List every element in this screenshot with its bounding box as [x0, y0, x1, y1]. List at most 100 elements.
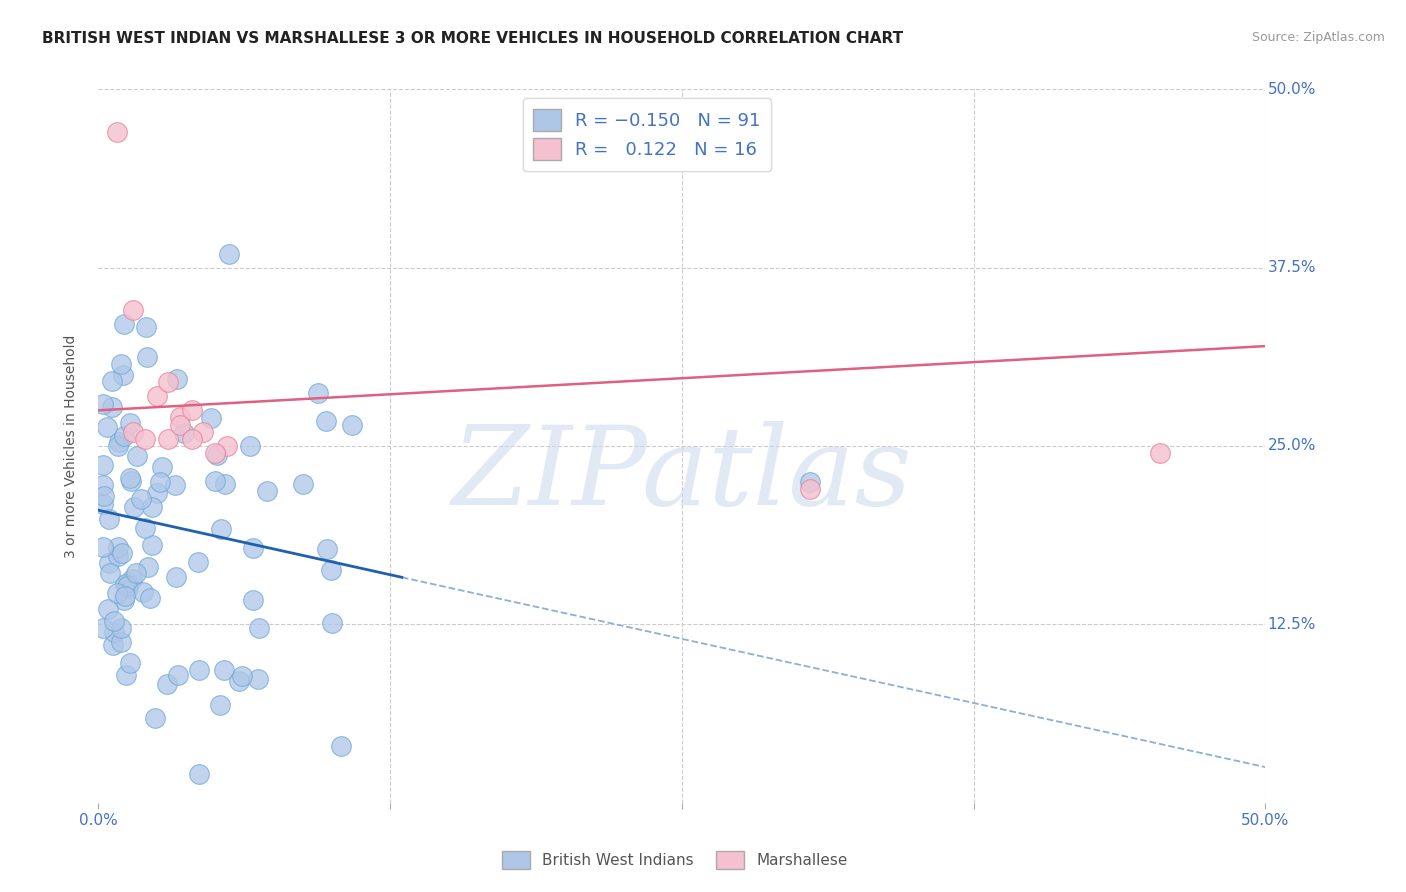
Text: ZIPatlas: ZIPatlas: [451, 421, 912, 528]
Point: [91, 458, 114, 472]
Point: [247, 621, 270, 635]
Point: [173, 425, 195, 440]
Point: [145, 485, 167, 500]
Point: [91, 497, 114, 511]
Point: [93, 489, 115, 503]
Point: [215, 439, 238, 453]
Point: [1149, 446, 1171, 460]
Point: [125, 566, 148, 580]
Point: [111, 546, 134, 560]
Point: [143, 711, 166, 725]
Point: [209, 522, 232, 536]
Point: [100, 401, 122, 415]
Point: [291, 476, 314, 491]
Point: [169, 410, 191, 425]
Point: [107, 549, 129, 563]
Point: [91, 397, 114, 411]
Point: [163, 477, 186, 491]
Point: [110, 621, 132, 635]
Point: [122, 425, 145, 439]
Point: [228, 674, 250, 689]
Point: [114, 577, 136, 591]
Point: [319, 563, 342, 577]
Point: [187, 556, 209, 570]
Point: [146, 389, 169, 403]
Point: [231, 668, 253, 682]
Point: [315, 414, 337, 428]
Point: [193, 425, 215, 439]
Point: [166, 372, 188, 386]
Point: [156, 676, 179, 690]
Point: [134, 521, 156, 535]
Point: [110, 634, 132, 648]
Point: [98, 566, 121, 580]
Point: [134, 432, 156, 446]
Point: [117, 576, 139, 591]
Point: [91, 621, 114, 635]
Point: [121, 572, 143, 586]
Point: [330, 739, 353, 754]
Point: [112, 429, 135, 443]
Point: [96, 419, 118, 434]
Point: [188, 767, 211, 781]
Point: [114, 668, 136, 682]
Point: [157, 375, 180, 389]
Point: [114, 589, 136, 603]
Point: [118, 416, 141, 430]
Point: [315, 541, 337, 556]
Point: [125, 449, 148, 463]
Point: [135, 351, 157, 365]
Point: [107, 439, 129, 453]
Point: [214, 477, 236, 491]
Point: [340, 418, 363, 433]
Point: [214, 663, 236, 677]
Point: [799, 482, 821, 496]
Point: [141, 538, 163, 552]
Text: 25.0%: 25.0%: [1268, 439, 1316, 453]
Point: [321, 615, 343, 630]
Point: [307, 385, 329, 400]
Point: [209, 698, 232, 712]
Point: [118, 657, 141, 671]
Point: [111, 368, 134, 382]
Point: [204, 474, 226, 488]
Legend: British West Indians, Marshallese: British West Indians, Marshallese: [496, 845, 853, 875]
Point: [188, 663, 211, 677]
Point: [135, 319, 157, 334]
Point: [256, 483, 278, 498]
Point: [799, 475, 821, 489]
Point: [117, 581, 139, 595]
Point: [101, 375, 124, 389]
Text: BRITISH WEST INDIAN VS MARSHALLESE 3 OR MORE VEHICLES IN HOUSEHOLD CORRELATION C: BRITISH WEST INDIAN VS MARSHALLESE 3 OR …: [42, 31, 903, 46]
Point: [98, 557, 121, 571]
Point: [132, 585, 155, 599]
Text: Source: ZipAtlas.com: Source: ZipAtlas.com: [1251, 31, 1385, 45]
Text: 12.5%: 12.5%: [1268, 617, 1316, 632]
Point: [97, 512, 120, 526]
Point: [105, 125, 128, 139]
Point: [110, 357, 132, 371]
Point: [242, 541, 264, 555]
Point: [120, 474, 142, 488]
Point: [118, 471, 141, 485]
Point: [103, 624, 125, 639]
Point: [204, 446, 226, 460]
Point: [165, 570, 187, 584]
Point: [205, 448, 228, 462]
Y-axis label: 3 or more Vehicles in Household: 3 or more Vehicles in Household: [63, 334, 77, 558]
Point: [105, 586, 128, 600]
Point: [129, 492, 152, 507]
Text: 37.5%: 37.5%: [1268, 260, 1316, 275]
Point: [107, 435, 129, 450]
Point: [200, 411, 222, 425]
Point: [101, 638, 124, 652]
Point: [166, 668, 188, 682]
Point: [247, 672, 270, 686]
Point: [139, 591, 162, 605]
Point: [149, 475, 172, 489]
Point: [107, 540, 129, 554]
Point: [112, 593, 135, 607]
Point: [218, 247, 240, 261]
Point: [122, 303, 145, 318]
Point: [138, 559, 160, 574]
